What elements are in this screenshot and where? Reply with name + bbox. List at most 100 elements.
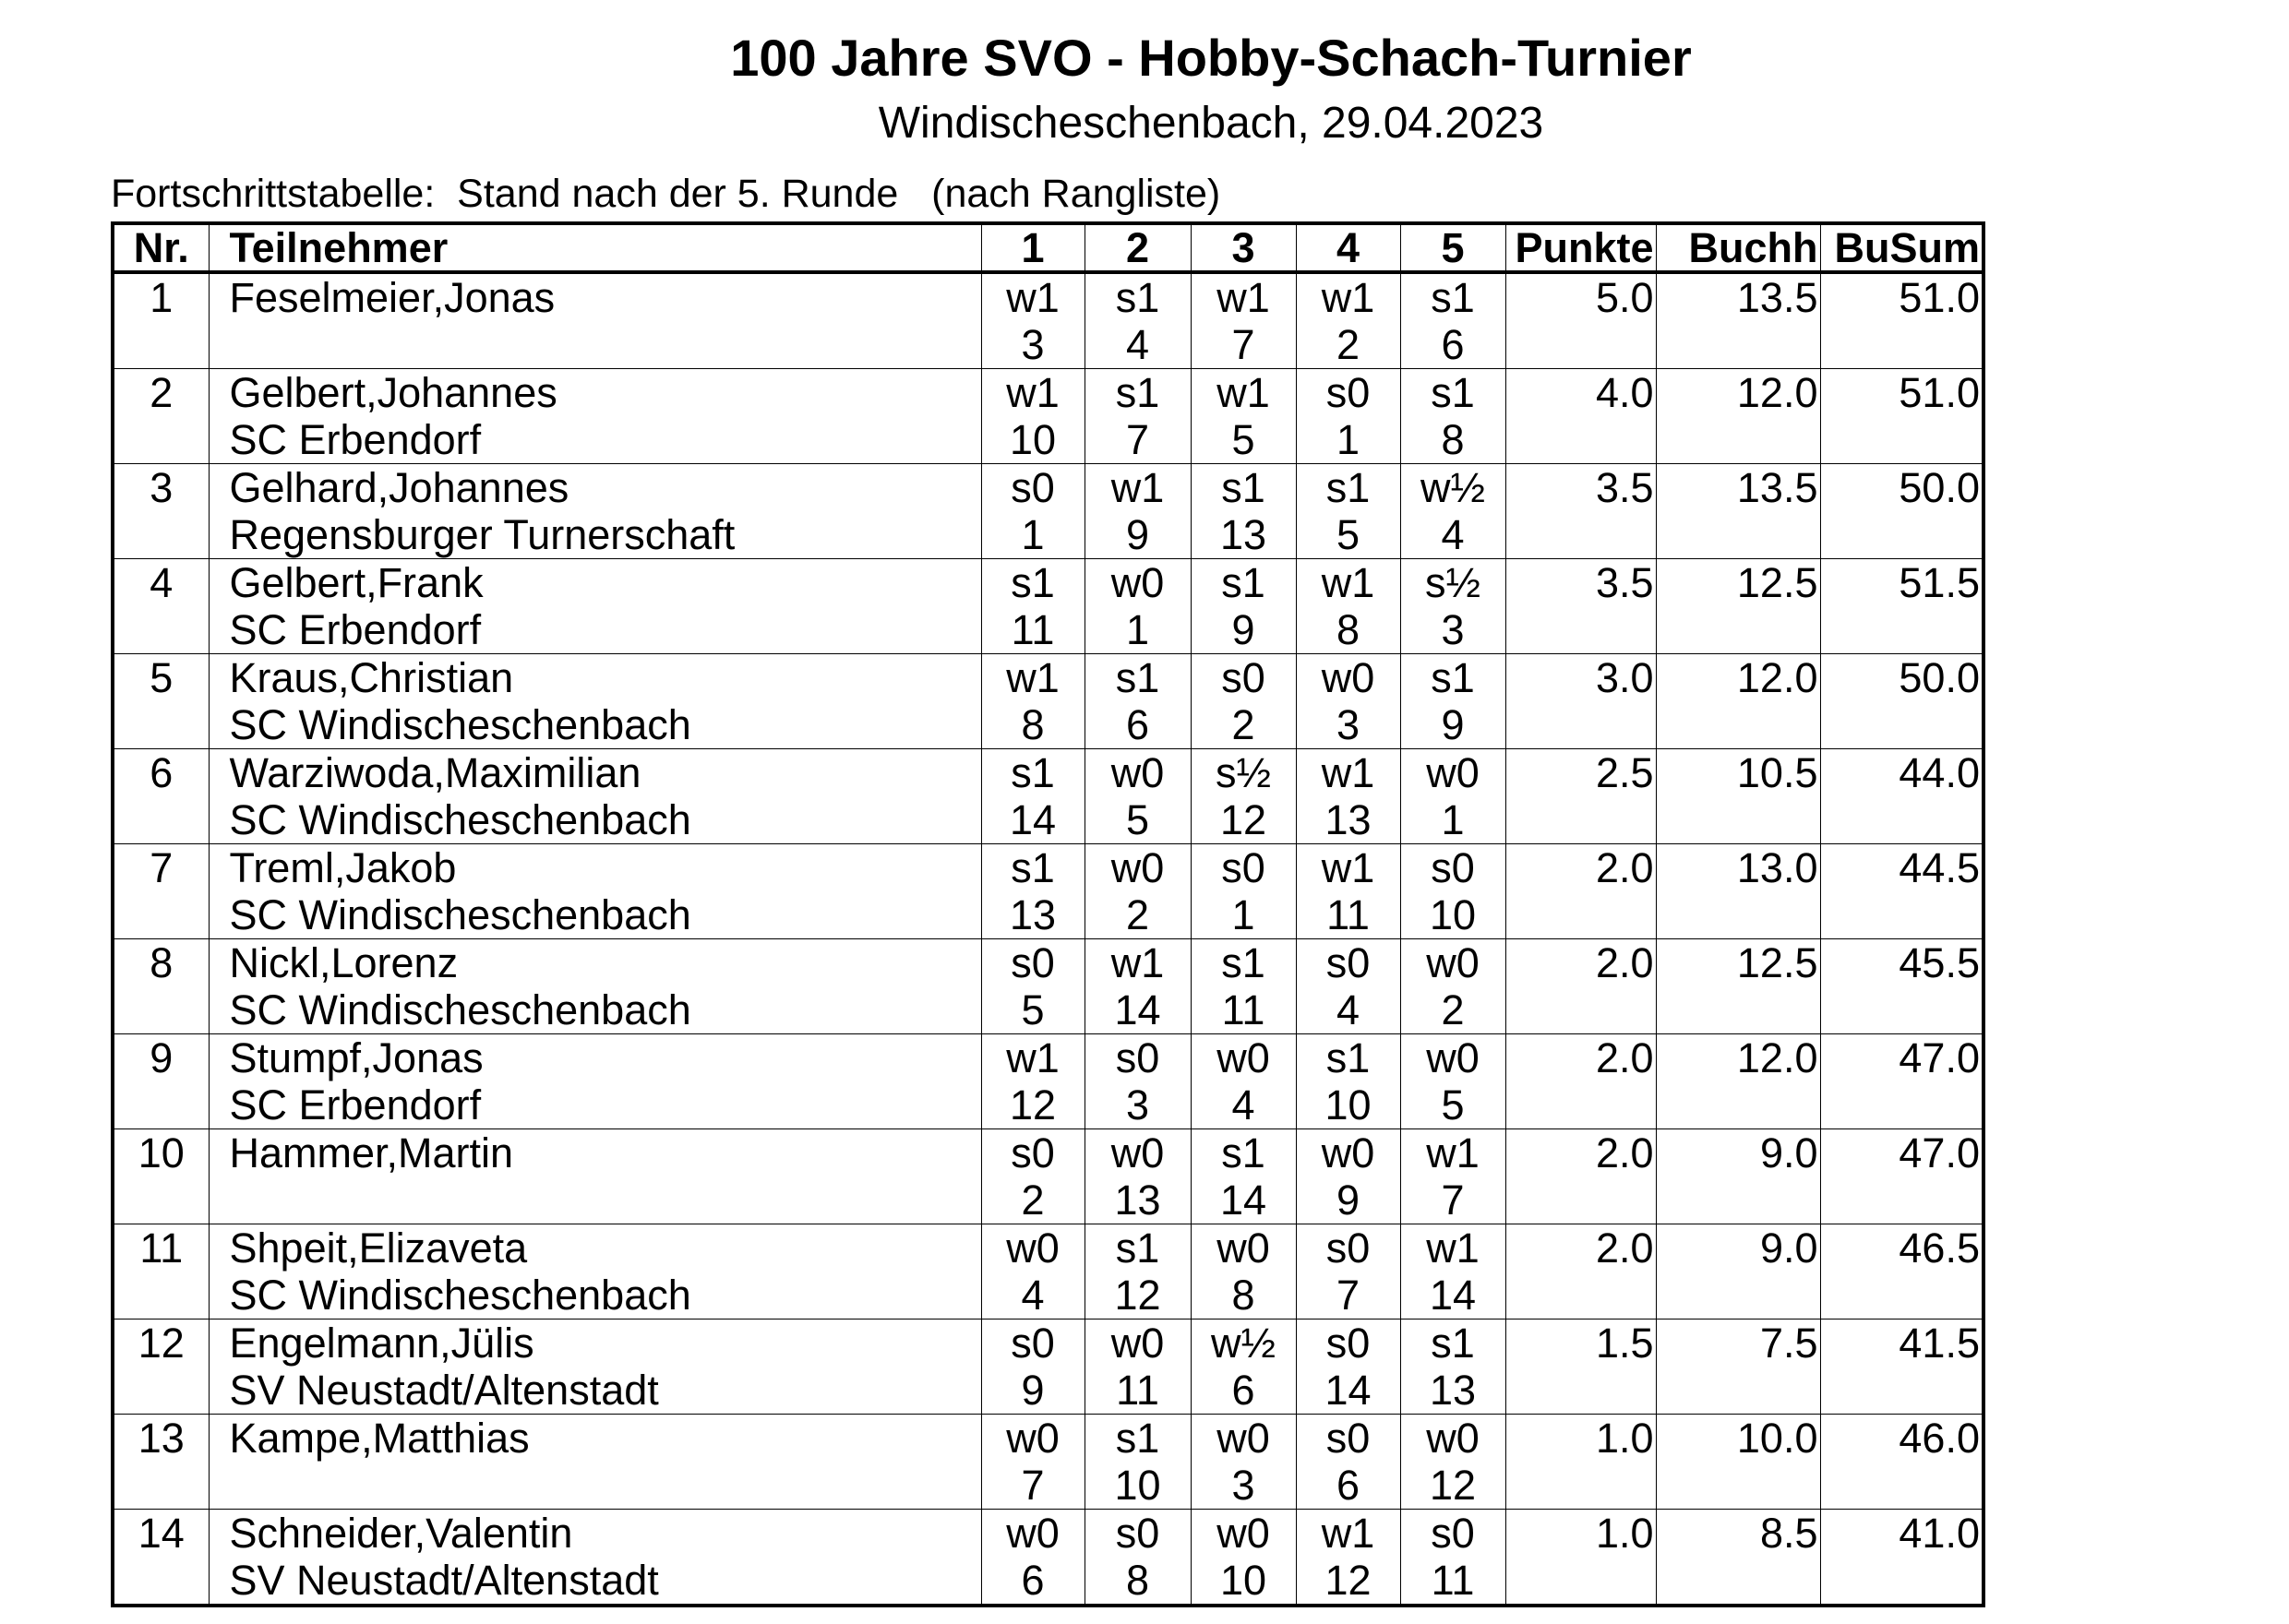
round-4-result-line: 7 (1336, 1272, 1360, 1319)
round-3-result-line: 6 (1231, 1367, 1255, 1414)
round-4-result: w0 3 (1295, 653, 1401, 749)
points-line: 4.0 (1595, 369, 1654, 417)
buchholz-sum-line: 51.5 (1899, 559, 1980, 607)
round-5-result: s0 10 (1399, 843, 1506, 939)
buchholz-sum: 44.5 (1819, 843, 1984, 939)
round-1-result-line: 4 (1021, 1272, 1045, 1319)
round-5-result: w½ 4 (1399, 463, 1506, 559)
player-name-club-line: Kraus,Christian (229, 654, 514, 702)
table-header-row: Nr. Teilnehmer 1 2 3 4 5 Punkte Buchh BuSum (112, 222, 1984, 274)
table-row: 8 Nickl,Lorenz SC Windischeschenbach s0 5 w1 1… (112, 938, 1984, 1034)
round-3-result-line: s0 (1221, 844, 1265, 892)
round-1-result-line: 7 (1021, 1462, 1045, 1509)
round-5-result: w0 5 (1399, 1033, 1506, 1129)
round-1-result: s0 9 (980, 1319, 1085, 1415)
round-3-result-line: 3 (1231, 1462, 1255, 1509)
round-2-result-line: w0 (1110, 844, 1165, 892)
round-1-result-line: s1 (1011, 844, 1055, 892)
round-3-result-line: 10 (1219, 1557, 1267, 1604)
round-2-result: s1 7 (1084, 368, 1192, 464)
round-2-result-line: s1 (1115, 1415, 1160, 1463)
round-2-result-line: 12 (1114, 1272, 1161, 1319)
buchholz-line: 10.0 (1736, 1415, 1818, 1463)
buchholz-line: 13.5 (1736, 464, 1818, 512)
round-4-result-line: 13 (1324, 796, 1372, 843)
round-5-result-line: 7 (1441, 1176, 1465, 1224)
round-2-result: s0 8 (1084, 1509, 1192, 1606)
round-4-result: s0 4 (1295, 938, 1401, 1034)
player-number: 11 (112, 1224, 210, 1320)
buchholz: 7.5 (1655, 1319, 1821, 1415)
round-1-result-line: 14 (1009, 796, 1057, 843)
round-1-result: w1 8 (980, 653, 1085, 749)
round-5-result-line: 5 (1441, 1081, 1465, 1128)
round-3-result-line: 11 (1221, 986, 1265, 1033)
round-5-result-line: w1 (1426, 1129, 1480, 1177)
round-5-result: w1 7 (1399, 1128, 1506, 1224)
player-name-club: Engelmann,Jülis SV Neustadt/Altenstadt (208, 1319, 982, 1415)
player-name-club-line: SC Erbendorf (229, 416, 482, 463)
round-2-result: s1 6 (1084, 653, 1192, 749)
player-number-line: 12 (138, 1320, 185, 1367)
player-name-club-line: SC Erbendorf (229, 1081, 482, 1128)
buchholz-sum-line: 46.0 (1899, 1415, 1980, 1463)
round-5-result: s½ 3 (1399, 558, 1506, 654)
round-5-result-line: 11 (1431, 1557, 1475, 1604)
round-4-result-line: 10 (1324, 1081, 1372, 1128)
round-3-result-line: s1 (1221, 939, 1265, 987)
buchholz-line: 12.5 (1736, 559, 1818, 607)
round-5-result-line: 12 (1429, 1462, 1477, 1509)
buchholz: 13.5 (1655, 463, 1821, 559)
round-1-result: s0 1 (980, 463, 1085, 559)
round-4-result: w0 9 (1295, 1128, 1401, 1224)
buchholz: 13.0 (1655, 843, 1821, 939)
buchholz-line: 9.0 (1759, 1224, 1818, 1272)
buchholz-sum-line: 51.0 (1899, 274, 1980, 321)
table-row: 4 Gelbert,Frank SC Erbendorf s1 11 w0 1 s1 9 w1 8 s… (112, 558, 1984, 654)
points: 1.5 (1504, 1319, 1657, 1415)
round-1-result-line: w1 (1006, 1034, 1060, 1082)
round-5-result-line: 3 (1441, 606, 1465, 653)
round-3-result-line: 12 (1219, 796, 1267, 843)
column-header: Nr. (112, 222, 210, 274)
round-4-result: w1 8 (1295, 558, 1401, 654)
player-name-club-line: SC Windischeschenbach (229, 986, 691, 1033)
table-row: 7 Treml,Jakob SC Windischeschenbach s1 13 w0 2… (112, 843, 1984, 939)
buchholz: 8.5 (1655, 1509, 1821, 1606)
player-name-club-line: Kampe,Matthias (229, 1415, 530, 1463)
round-4-result-line: 9 (1336, 1176, 1360, 1224)
points: 2.5 (1504, 748, 1657, 844)
player-number-line: 2 (150, 369, 174, 417)
round-2-result: w0 5 (1084, 748, 1192, 844)
table-row: 6 Warziwoda,Maximilian SC Windischeschenba… (112, 748, 1984, 844)
buchholz: 13.5 (1655, 271, 1821, 369)
round-4-result: s1 5 (1295, 463, 1401, 559)
round-4-result-line: s1 (1325, 464, 1371, 512)
round-2-result: s1 12 (1084, 1224, 1192, 1320)
points: 4.0 (1504, 368, 1657, 464)
round-5-result-line: 8 (1441, 416, 1465, 463)
player-number: 10 (112, 1128, 210, 1224)
buchholz-sum-line: 44.0 (1899, 749, 1980, 797)
round-1-result-line: s1 (1011, 559, 1055, 607)
round-5-result-line: 2 (1441, 986, 1465, 1033)
round-2-result-line: 9 (1125, 511, 1150, 558)
points: 1.0 (1504, 1509, 1657, 1606)
round-4-result-line: 14 (1324, 1367, 1372, 1414)
player-number: 6 (112, 748, 210, 844)
round-3-result: s1 9 (1190, 558, 1297, 654)
buchholz-line: 13.5 (1736, 274, 1818, 321)
round-4-result-line: 12 (1324, 1557, 1372, 1604)
player-number-line: 13 (138, 1415, 185, 1463)
round-3-result-line: s0 (1221, 654, 1265, 702)
player-number: 3 (112, 463, 210, 559)
round-3-result-line: 9 (1231, 606, 1255, 653)
buchholz-sum-line: 41.5 (1899, 1320, 1980, 1367)
round-5-result-line: s1 (1431, 369, 1475, 417)
round-1-result-line: 3 (1021, 321, 1045, 368)
buchholz: 12.0 (1655, 368, 1821, 464)
round-5-result-line: w0 (1426, 1034, 1480, 1082)
column-header: 3 (1190, 222, 1297, 274)
round-4-result-line: s0 (1325, 369, 1371, 417)
player-name-club-line: Gelbert,Johannes (229, 369, 557, 417)
